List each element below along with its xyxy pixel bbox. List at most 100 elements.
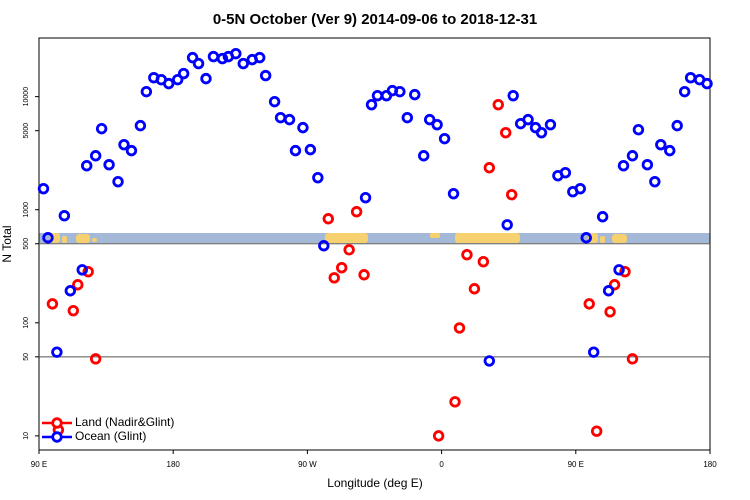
data-point xyxy=(103,159,115,171)
data-point xyxy=(95,122,108,135)
data-point xyxy=(409,88,421,101)
data-point xyxy=(343,244,355,256)
data-point xyxy=(461,249,473,261)
data-point xyxy=(186,51,199,64)
data-point xyxy=(125,144,138,157)
data-point xyxy=(626,353,639,365)
data-point xyxy=(453,322,466,334)
x-tick-label: 180 xyxy=(167,460,181,469)
data-point xyxy=(649,175,661,188)
data-point xyxy=(112,175,124,188)
land-mask-strip xyxy=(39,233,710,243)
data-point xyxy=(51,346,63,358)
data-point xyxy=(82,266,94,278)
data-point xyxy=(89,353,102,365)
data-point xyxy=(500,126,512,139)
data-point xyxy=(632,124,645,136)
data-point xyxy=(81,160,93,172)
data-point xyxy=(477,255,490,268)
y-tick-label: 10000 xyxy=(23,87,30,107)
data-point xyxy=(602,285,615,297)
data-point xyxy=(492,98,504,111)
data-point xyxy=(626,150,639,162)
data-point xyxy=(447,187,460,200)
data-point xyxy=(297,121,309,134)
data-point xyxy=(304,143,317,156)
data-point xyxy=(596,211,609,223)
data-point xyxy=(583,298,595,310)
data-point xyxy=(423,113,436,126)
data-point xyxy=(483,162,496,174)
y-tick-label: 10 xyxy=(23,432,30,440)
data-point xyxy=(574,182,586,195)
data-point xyxy=(46,298,59,310)
data-point xyxy=(259,69,272,82)
data-point xyxy=(671,119,683,132)
data-point xyxy=(253,51,266,64)
data-point xyxy=(664,144,676,157)
data-point xyxy=(501,219,513,231)
data-point xyxy=(371,89,384,102)
x-axis-label: Longitude (deg E) xyxy=(327,476,422,490)
data-point xyxy=(283,113,296,126)
data-point xyxy=(322,213,334,225)
data-point xyxy=(438,132,451,145)
data-point xyxy=(394,85,406,98)
data-point xyxy=(505,188,518,201)
data-point xyxy=(268,95,281,108)
data-point xyxy=(171,73,184,86)
data-point xyxy=(608,279,621,291)
data-point xyxy=(237,57,249,70)
data-point xyxy=(140,85,153,98)
data-point xyxy=(192,57,205,70)
data-point xyxy=(89,150,102,162)
data-point xyxy=(590,425,603,437)
data-point xyxy=(431,118,443,131)
data-point xyxy=(76,264,88,276)
data-point xyxy=(230,47,242,60)
x-tick-label: 90 E xyxy=(31,460,47,469)
data-point xyxy=(678,85,691,98)
data-point xyxy=(449,396,461,408)
data-point xyxy=(483,355,496,367)
data-point xyxy=(358,269,370,281)
x-tick-label: 0 xyxy=(439,460,444,469)
legend-marker xyxy=(51,417,63,429)
data-point xyxy=(274,111,287,124)
x-tick-label: 90 E xyxy=(568,460,584,469)
data-point xyxy=(401,111,414,124)
data-point xyxy=(617,160,630,172)
data-point xyxy=(177,67,190,80)
data-point xyxy=(58,210,71,222)
legend-marker xyxy=(51,431,63,443)
data-point xyxy=(200,72,212,85)
data-point xyxy=(544,118,557,131)
y-tick-label: 500 xyxy=(23,238,30,250)
data-point xyxy=(312,171,324,184)
data-point xyxy=(535,126,548,139)
y-tick-label: 100 xyxy=(23,317,30,329)
data-point xyxy=(701,77,713,90)
y-tick-label: 1000 xyxy=(23,202,30,218)
data-point xyxy=(587,346,600,358)
data-point xyxy=(418,150,430,162)
data-point xyxy=(359,192,372,204)
data-point xyxy=(207,50,220,63)
data-point xyxy=(289,144,302,157)
data-point xyxy=(559,166,572,179)
data-point xyxy=(42,232,54,244)
data-point xyxy=(507,89,519,102)
data-point xyxy=(641,159,654,171)
y-axis-label: N Total xyxy=(0,225,14,262)
data-point xyxy=(134,119,147,132)
y-tick-label: 5000 xyxy=(23,123,30,139)
data-point xyxy=(67,304,79,317)
data-point xyxy=(64,285,77,297)
data-point xyxy=(604,306,616,318)
x-tick-label: 90 W xyxy=(298,460,317,469)
data-point xyxy=(350,206,363,218)
data-point xyxy=(432,430,445,442)
data-point xyxy=(335,262,348,274)
data-point xyxy=(216,52,229,65)
